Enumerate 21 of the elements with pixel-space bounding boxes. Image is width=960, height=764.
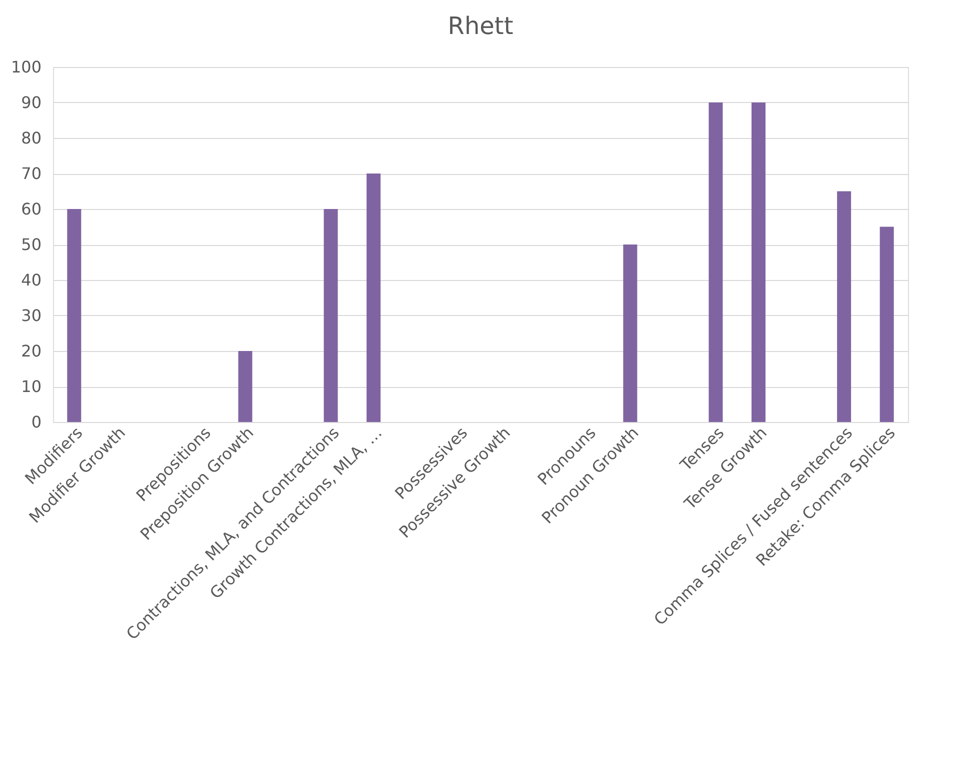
y-tick-label: 70 (21, 164, 42, 183)
y-tick-label: 20 (21, 342, 42, 360)
bar (837, 191, 852, 422)
y-tick-label: 30 (21, 306, 42, 325)
y-tick-label: 90 (21, 93, 42, 112)
y-tick-label: 60 (21, 200, 42, 218)
bar (238, 351, 252, 422)
y-tick-label: 50 (21, 235, 42, 254)
bar (623, 244, 638, 422)
bar (366, 174, 381, 422)
y-tick-label: 100 (10, 58, 42, 76)
bar (324, 209, 338, 422)
bar (67, 209, 82, 422)
bar (752, 102, 766, 422)
y-tick-label: 40 (21, 270, 42, 290)
chart-title: Rhett (448, 12, 514, 40)
bar (708, 102, 723, 422)
bar (880, 226, 894, 422)
y-tick-label: 80 (21, 128, 42, 148)
y-tick-label: 0 (31, 412, 42, 432)
y-tick-label: 10 (21, 377, 42, 396)
